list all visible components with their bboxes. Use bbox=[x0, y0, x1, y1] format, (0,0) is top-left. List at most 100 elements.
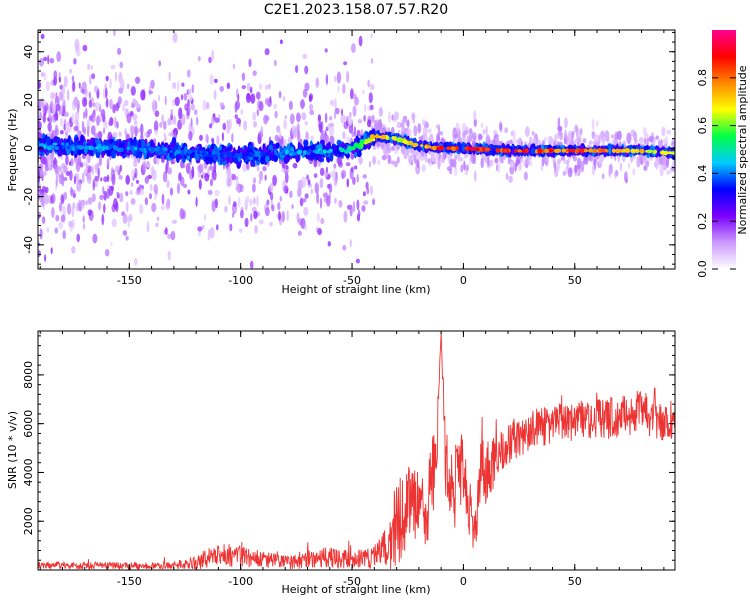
spectral-speck bbox=[71, 246, 76, 254]
spectral-peak bbox=[66, 145, 71, 150]
spectral-speck bbox=[454, 166, 458, 177]
spectral-speck bbox=[103, 176, 108, 183]
spectral-speck bbox=[58, 76, 62, 83]
snr-xtick-label: -150 bbox=[117, 575, 142, 588]
spectral-speck bbox=[55, 103, 61, 112]
spectral-band-cell bbox=[46, 136, 51, 145]
spectral-speck bbox=[68, 161, 72, 166]
spectral-speck bbox=[188, 131, 193, 141]
spectral-peak bbox=[484, 147, 490, 152]
spectral-speck bbox=[583, 156, 589, 165]
spectral-speck bbox=[89, 75, 92, 85]
spectral-speck bbox=[244, 217, 249, 228]
spectral-speck bbox=[55, 214, 60, 222]
spectral-speck bbox=[264, 48, 270, 56]
spectral-peak bbox=[382, 135, 387, 140]
spectral-speck bbox=[351, 131, 354, 138]
spectral-speck bbox=[97, 131, 103, 140]
spectral-peak bbox=[338, 146, 342, 151]
spectral-speck bbox=[167, 233, 172, 240]
colorbar-label: Normalized spectral amplitude bbox=[736, 65, 749, 234]
spectral-speck bbox=[150, 79, 155, 90]
spectral-speck bbox=[190, 103, 195, 111]
spectral-speck bbox=[235, 186, 241, 192]
spectral-speck bbox=[368, 92, 373, 104]
spectral-speck bbox=[211, 137, 215, 144]
spectral-speck bbox=[142, 161, 147, 171]
spectral-speck bbox=[258, 179, 261, 185]
spectral-speck bbox=[337, 85, 340, 93]
spectral-speck bbox=[113, 103, 116, 114]
spectral-speck bbox=[494, 134, 500, 139]
spectral-speck bbox=[659, 164, 664, 177]
spectral-speck bbox=[208, 165, 214, 171]
spectral-speck bbox=[525, 126, 530, 138]
spectral-speck bbox=[655, 135, 659, 140]
spectral-speck bbox=[180, 94, 184, 101]
spectral-band-cell bbox=[333, 146, 338, 153]
spectral-speck bbox=[204, 213, 207, 222]
spectral-speck bbox=[69, 68, 73, 74]
spectral-peak bbox=[653, 149, 658, 154]
spectral-speck bbox=[338, 200, 343, 208]
spectral-speck bbox=[219, 85, 224, 92]
spectral-speck bbox=[266, 199, 270, 206]
spectral-speck bbox=[66, 126, 72, 133]
spectral-speck bbox=[40, 198, 45, 207]
spectral-speck bbox=[429, 158, 432, 167]
spectral-speck bbox=[269, 221, 273, 227]
spectral-speck bbox=[362, 191, 366, 197]
spectral-speck bbox=[109, 78, 112, 89]
spectral-speck bbox=[164, 135, 167, 142]
spectral-speck bbox=[297, 187, 302, 198]
spectral-peak bbox=[219, 153, 225, 157]
spectral-speck bbox=[210, 178, 213, 187]
spectral-speck bbox=[297, 130, 301, 142]
spectral-speck bbox=[169, 187, 174, 196]
spectral-band-cell bbox=[295, 155, 300, 163]
spectral-speck bbox=[109, 98, 113, 110]
spectral-speck bbox=[207, 189, 213, 196]
spectral-speck bbox=[329, 116, 333, 121]
spectral-speck bbox=[185, 162, 191, 175]
spectral-speck bbox=[156, 216, 160, 221]
spectral-speck bbox=[226, 175, 231, 188]
spectral-speck bbox=[104, 83, 107, 90]
spectral-speck bbox=[188, 103, 191, 115]
spectral-speck bbox=[72, 192, 77, 199]
figure-title: C2E1.2023.158.07.57.R20 bbox=[264, 2, 448, 18]
spectral-speck bbox=[63, 191, 68, 201]
snr-ytick-label: 8000 bbox=[22, 361, 35, 389]
spectral-speck bbox=[91, 165, 94, 175]
spectral-speck bbox=[134, 119, 138, 126]
spectral-speck bbox=[63, 111, 69, 117]
spectral-speck bbox=[248, 58, 252, 68]
spectral-speck bbox=[274, 134, 279, 142]
spectral-speck bbox=[43, 56, 48, 62]
spectral-speck bbox=[86, 171, 91, 180]
spectral-speck bbox=[421, 164, 426, 172]
spectral-speck bbox=[277, 202, 281, 211]
spectral-speck bbox=[332, 169, 336, 181]
spectral-speck bbox=[116, 191, 120, 197]
spectral-speck bbox=[125, 174, 130, 185]
spectral-peak bbox=[108, 144, 113, 149]
spectral-speck bbox=[45, 81, 50, 91]
spectral-speck bbox=[82, 223, 86, 230]
spectral-band-cell bbox=[268, 149, 272, 157]
spectral-speck bbox=[41, 216, 46, 224]
spectral-speck bbox=[178, 107, 183, 120]
spectral-speck bbox=[101, 213, 105, 226]
spectral-speck bbox=[366, 187, 370, 195]
spectral-speck bbox=[131, 168, 134, 179]
spectral-speck bbox=[113, 198, 118, 210]
spectral-speck bbox=[43, 72, 47, 81]
spectral-speck bbox=[279, 39, 283, 45]
spectral-speck bbox=[209, 226, 215, 239]
spectral-speck bbox=[659, 156, 663, 166]
spectral-speck bbox=[454, 154, 458, 161]
spectral-speck bbox=[137, 127, 141, 134]
spectral-speck bbox=[278, 130, 282, 140]
spectral-speck bbox=[363, 115, 366, 122]
